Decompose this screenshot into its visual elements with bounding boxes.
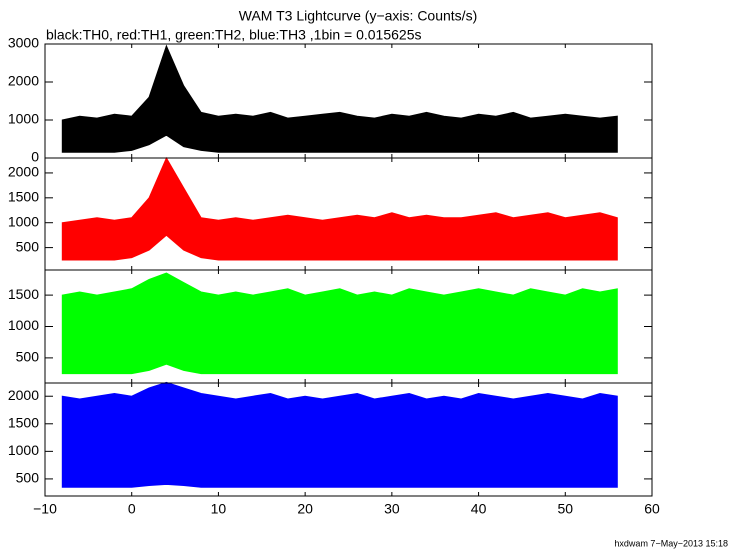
x-tick-label: −10 — [33, 501, 57, 517]
y-tick-label: 1000 — [8, 317, 39, 333]
y-tick-label: 1000 — [8, 111, 39, 127]
chart-title: WAM T3 Lightcurve (y−axis: Counts/s) — [239, 8, 477, 24]
y-tick-label: 1500 — [8, 189, 39, 205]
y-tick-label: 500 — [16, 470, 40, 486]
y-tick-label: 2000 — [8, 387, 39, 403]
x-tick-label: 30 — [384, 501, 400, 517]
y-tick-label: 500 — [16, 238, 40, 254]
y-tick-label: 2000 — [8, 164, 39, 180]
y-tick-label: 500 — [16, 349, 40, 365]
signal-band — [61, 44, 618, 153]
panel-frame — [44, 382, 653, 497]
chart-subtitle: black:TH0, red:TH1, green:TH2, blue:TH3 … — [46, 27, 421, 43]
x-tick-label: 10 — [211, 501, 227, 517]
signal-band — [61, 156, 618, 261]
y-tick-label: 0 — [31, 149, 39, 165]
y-tick-label: 1500 — [8, 286, 39, 302]
x-tick-label: 40 — [471, 501, 487, 517]
x-tick-label: 20 — [297, 501, 313, 517]
x-tick-label: 60 — [644, 501, 660, 517]
x-tick-label: 0 — [128, 501, 136, 517]
y-tick-label: 3000 — [8, 35, 39, 51]
signal-band — [61, 381, 618, 488]
y-tick-label: 1000 — [8, 442, 39, 458]
signal-band — [61, 272, 618, 375]
x-tick-label: 50 — [557, 501, 573, 517]
y-tick-label: 1500 — [8, 414, 39, 430]
y-tick-label: 2000 — [8, 73, 39, 89]
footer: hxdwam 7−May−2013 15:18 — [614, 538, 728, 548]
y-tick-label: 1000 — [8, 213, 39, 229]
